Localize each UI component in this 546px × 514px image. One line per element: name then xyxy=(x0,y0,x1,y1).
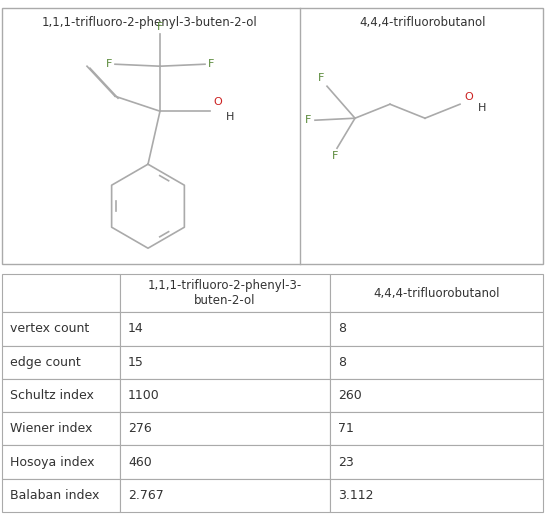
Bar xyxy=(120,412,330,446)
Bar xyxy=(2,274,120,313)
Text: F: F xyxy=(332,151,338,161)
Text: F: F xyxy=(157,22,163,32)
Bar xyxy=(330,412,543,446)
Text: 15: 15 xyxy=(128,356,144,369)
Bar xyxy=(120,313,330,345)
Text: O: O xyxy=(213,97,222,107)
Bar xyxy=(2,479,120,512)
Bar xyxy=(330,274,543,313)
Bar xyxy=(120,479,330,512)
Text: Hosoya index: Hosoya index xyxy=(10,455,94,469)
Text: H: H xyxy=(478,103,486,113)
Text: H: H xyxy=(226,112,234,122)
Text: Schultz index: Schultz index xyxy=(10,389,94,402)
Bar xyxy=(2,313,120,345)
Bar xyxy=(330,446,543,479)
Bar xyxy=(330,313,543,345)
Text: 1,1,1-trifluoro-2-phenyl-3-buten-2-ol: 1,1,1-trifluoro-2-phenyl-3-buten-2-ol xyxy=(42,16,258,29)
Bar xyxy=(120,274,330,313)
Bar xyxy=(330,479,543,512)
Text: 1100: 1100 xyxy=(128,389,160,402)
Text: 3.112: 3.112 xyxy=(338,489,373,502)
Text: 14: 14 xyxy=(128,322,144,336)
Bar xyxy=(2,446,120,479)
Bar xyxy=(120,446,330,479)
Text: 4,4,4-trifluorobutanol: 4,4,4-trifluorobutanol xyxy=(360,16,486,29)
Text: F: F xyxy=(318,73,324,83)
Text: F: F xyxy=(105,59,112,69)
Text: 23: 23 xyxy=(338,455,354,469)
Text: 1,1,1-trifluoro-2-phenyl-3-
buten-2-ol: 1,1,1-trifluoro-2-phenyl-3- buten-2-ol xyxy=(148,280,302,307)
Bar xyxy=(330,345,543,379)
Text: Wiener index: Wiener index xyxy=(10,423,92,435)
Text: 2.767: 2.767 xyxy=(128,489,164,502)
Text: F: F xyxy=(208,59,215,69)
Bar xyxy=(120,379,330,412)
Bar xyxy=(2,412,120,446)
Text: 260: 260 xyxy=(338,389,362,402)
Bar xyxy=(330,379,543,412)
Text: vertex count: vertex count xyxy=(10,322,89,336)
Text: Balaban index: Balaban index xyxy=(10,489,99,502)
Text: 8: 8 xyxy=(338,356,346,369)
Text: 71: 71 xyxy=(338,423,354,435)
Bar xyxy=(2,379,120,412)
Text: 4,4,4-trifluorobutanol: 4,4,4-trifluorobutanol xyxy=(373,287,500,300)
Bar xyxy=(120,345,330,379)
Text: 8: 8 xyxy=(338,322,346,336)
Text: O: O xyxy=(464,92,473,102)
Text: 276: 276 xyxy=(128,423,152,435)
Text: 460: 460 xyxy=(128,455,152,469)
Bar xyxy=(2,345,120,379)
Text: F: F xyxy=(305,115,311,125)
Text: edge count: edge count xyxy=(10,356,81,369)
